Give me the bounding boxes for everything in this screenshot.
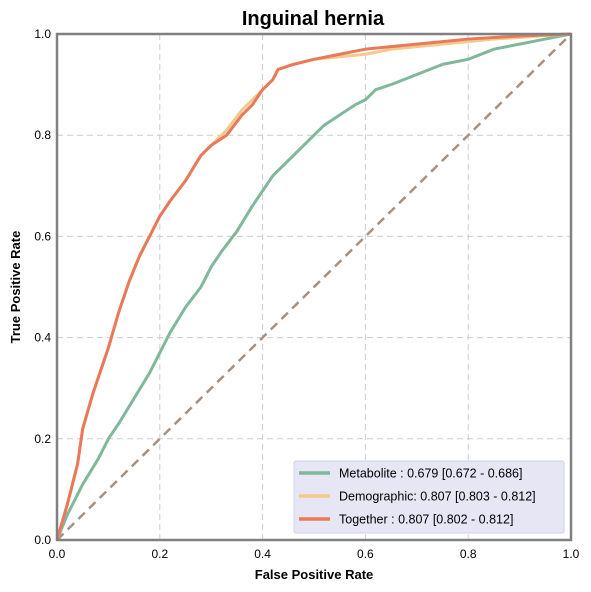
series-line-together — [55, 32, 572, 541]
legend-label-metabolite: Metabolite : 0.679 [0.672 - 0.686] — [339, 467, 522, 481]
x-tick-label-5: 1.0 — [563, 547, 580, 561]
x-axis-label: False Positive Rate — [255, 567, 374, 582]
legend-label-demographic: Demographic: 0.807 [0.803 - 0.812] — [339, 490, 536, 504]
x-tick-label-4: 0.8 — [460, 547, 477, 561]
y-tick-label-2: 0.4 — [34, 331, 51, 345]
plot-frame — [55, 32, 573, 542]
x-tick-label-3: 0.6 — [357, 547, 374, 561]
legend-label-together: Together : 0.807 [0.802 - 0.812] — [339, 513, 513, 527]
y-tick-label-3: 0.6 — [34, 229, 51, 243]
grid — [57, 34, 571, 540]
y-tick-label-1: 0.2 — [34, 432, 51, 446]
chart-title: Inguinal hernia — [242, 8, 385, 30]
y-tick-labels: 0.0 0.2 0.4 0.6 0.8 1.0 — [34, 27, 51, 547]
x-tick-labels: 0.0 0.2 0.4 0.6 0.8 1.0 — [49, 547, 580, 561]
legend-box — [293, 460, 565, 534]
series-layer — [55, 32, 572, 541]
y-tick-label-5: 1.0 — [34, 27, 51, 41]
y-tick-label-0: 0.0 — [34, 533, 51, 547]
x-tick-label-0: 0.0 — [49, 547, 66, 561]
x-tick-label-2: 0.4 — [254, 547, 271, 561]
y-tick-label-4: 0.8 — [34, 128, 51, 142]
legend: Metabolite : 0.679 [0.672 - 0.686] Demogr… — [293, 460, 565, 534]
chance-reference-line — [56, 33, 572, 541]
x-tick-label-1: 0.2 — [151, 547, 168, 561]
series-line-metabolite — [55, 32, 572, 541]
y-axis-label: True Positive Rate — [8, 231, 23, 344]
